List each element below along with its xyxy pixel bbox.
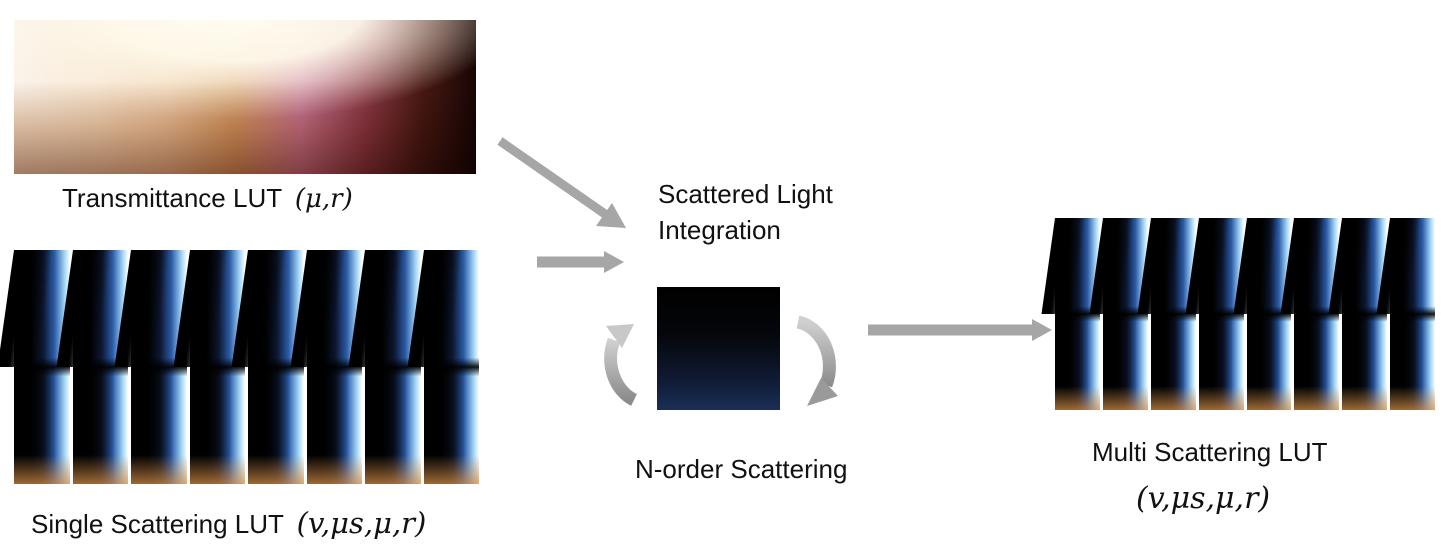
arrow-norder-to-multi — [868, 319, 1052, 341]
single-scattering-lut-params: (v,μs,μ,r) — [296, 506, 427, 540]
transmittance-lut-label: Transmittance LUT — [62, 183, 282, 213]
multi-scattering-lut-label: Multi Scattering LUT — [1092, 437, 1328, 467]
integration-label-line1: Scattered Light — [658, 179, 833, 209]
integration-label-line2: Integration — [658, 215, 781, 245]
single-lut-tile — [14, 250, 70, 484]
single-scattering-lut-caption: Single Scattering LUT (v,μs,μ,r) — [31, 508, 426, 539]
loop-arrow-right — [796, 315, 838, 406]
multi-lut-tile — [1387, 218, 1435, 410]
n-order-scattering-box — [657, 287, 780, 410]
multi-lut-tile — [1195, 218, 1244, 410]
multi-lut-tile — [1339, 218, 1388, 410]
multi-lut-tile — [1147, 218, 1196, 410]
multi-lut-tile — [1099, 218, 1148, 410]
multi-scattering-lut-image — [1055, 218, 1435, 410]
transmittance-lut-caption: Transmittance LUT (μ,r) — [62, 183, 353, 214]
single-lut-tile — [69, 250, 128, 484]
single-lut-tile — [186, 250, 245, 484]
loop-arrow-left — [604, 324, 638, 406]
single-lut-tile — [128, 250, 187, 484]
multi-lut-tile — [1291, 218, 1340, 410]
single-scattering-lut-image — [14, 250, 479, 484]
single-lut-tile — [245, 250, 304, 484]
scattered-light-integration-label: Scattered Light Integration — [658, 176, 833, 248]
multi-scattering-lut-params: (v,μs,μ,r) — [1136, 481, 1271, 516]
n-order-scattering-label: N-order Scattering — [635, 454, 848, 484]
single-lut-tile — [420, 250, 479, 484]
multi-lut-tile — [1243, 218, 1292, 410]
arrow-transmittance-to-integration — [497, 137, 626, 228]
transmittance-lut-image — [14, 20, 476, 174]
single-scattering-lut-label: Single Scattering LUT — [31, 509, 284, 539]
arrow-single-to-integration — [537, 251, 624, 273]
transmittance-lut-params: (μ,r) — [294, 184, 353, 214]
multi-lut-tile — [1055, 218, 1100, 410]
single-lut-tile — [362, 250, 421, 484]
single-lut-tile — [303, 250, 362, 484]
